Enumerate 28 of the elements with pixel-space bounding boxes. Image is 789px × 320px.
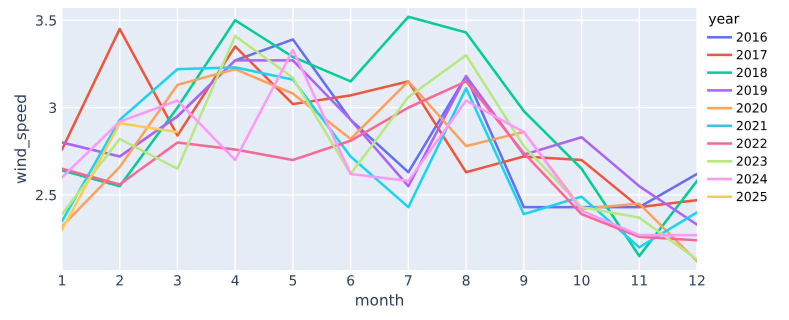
legend-label: 2016 — [736, 32, 767, 42]
legend-label: 2025 — [736, 192, 767, 202]
legend-label: 2018 — [736, 68, 767, 78]
legend-label: 2022 — [736, 138, 766, 148]
legend-label: 2017 — [736, 50, 767, 60]
x-tick-label: 12 — [690, 275, 704, 286]
x-tick-label: 9 — [520, 275, 528, 286]
x-tick-label: 4 — [231, 275, 239, 286]
x-tick-label: 3 — [174, 275, 181, 286]
x-axis-title: month — [356, 294, 403, 306]
y-tick-label: 2.5 — [36, 190, 56, 200]
legend-label: 2023 — [736, 156, 767, 166]
x-tick-label: 2 — [116, 275, 123, 286]
legend-label: 2024 — [736, 174, 767, 184]
x-tick-label: 7 — [405, 275, 412, 286]
x-tick-label: 6 — [347, 275, 354, 286]
x-tick-label: 8 — [462, 275, 470, 286]
y-tick-label: 3 — [49, 102, 56, 114]
legend-title: year — [708, 16, 740, 26]
x-tick-label: 10 — [574, 275, 590, 286]
y-tick-label: 3.5 — [36, 15, 56, 26]
legend-label: 2021 — [736, 120, 767, 130]
legend-label: 2019 — [736, 85, 767, 95]
x-tick-label: 1 — [59, 275, 66, 286]
x-tick-label: 11 — [632, 275, 647, 286]
legend-label: 2020 — [736, 103, 767, 113]
x-tick-label: 5 — [290, 275, 296, 286]
y-axis-title: wind_speed — [14, 95, 30, 184]
